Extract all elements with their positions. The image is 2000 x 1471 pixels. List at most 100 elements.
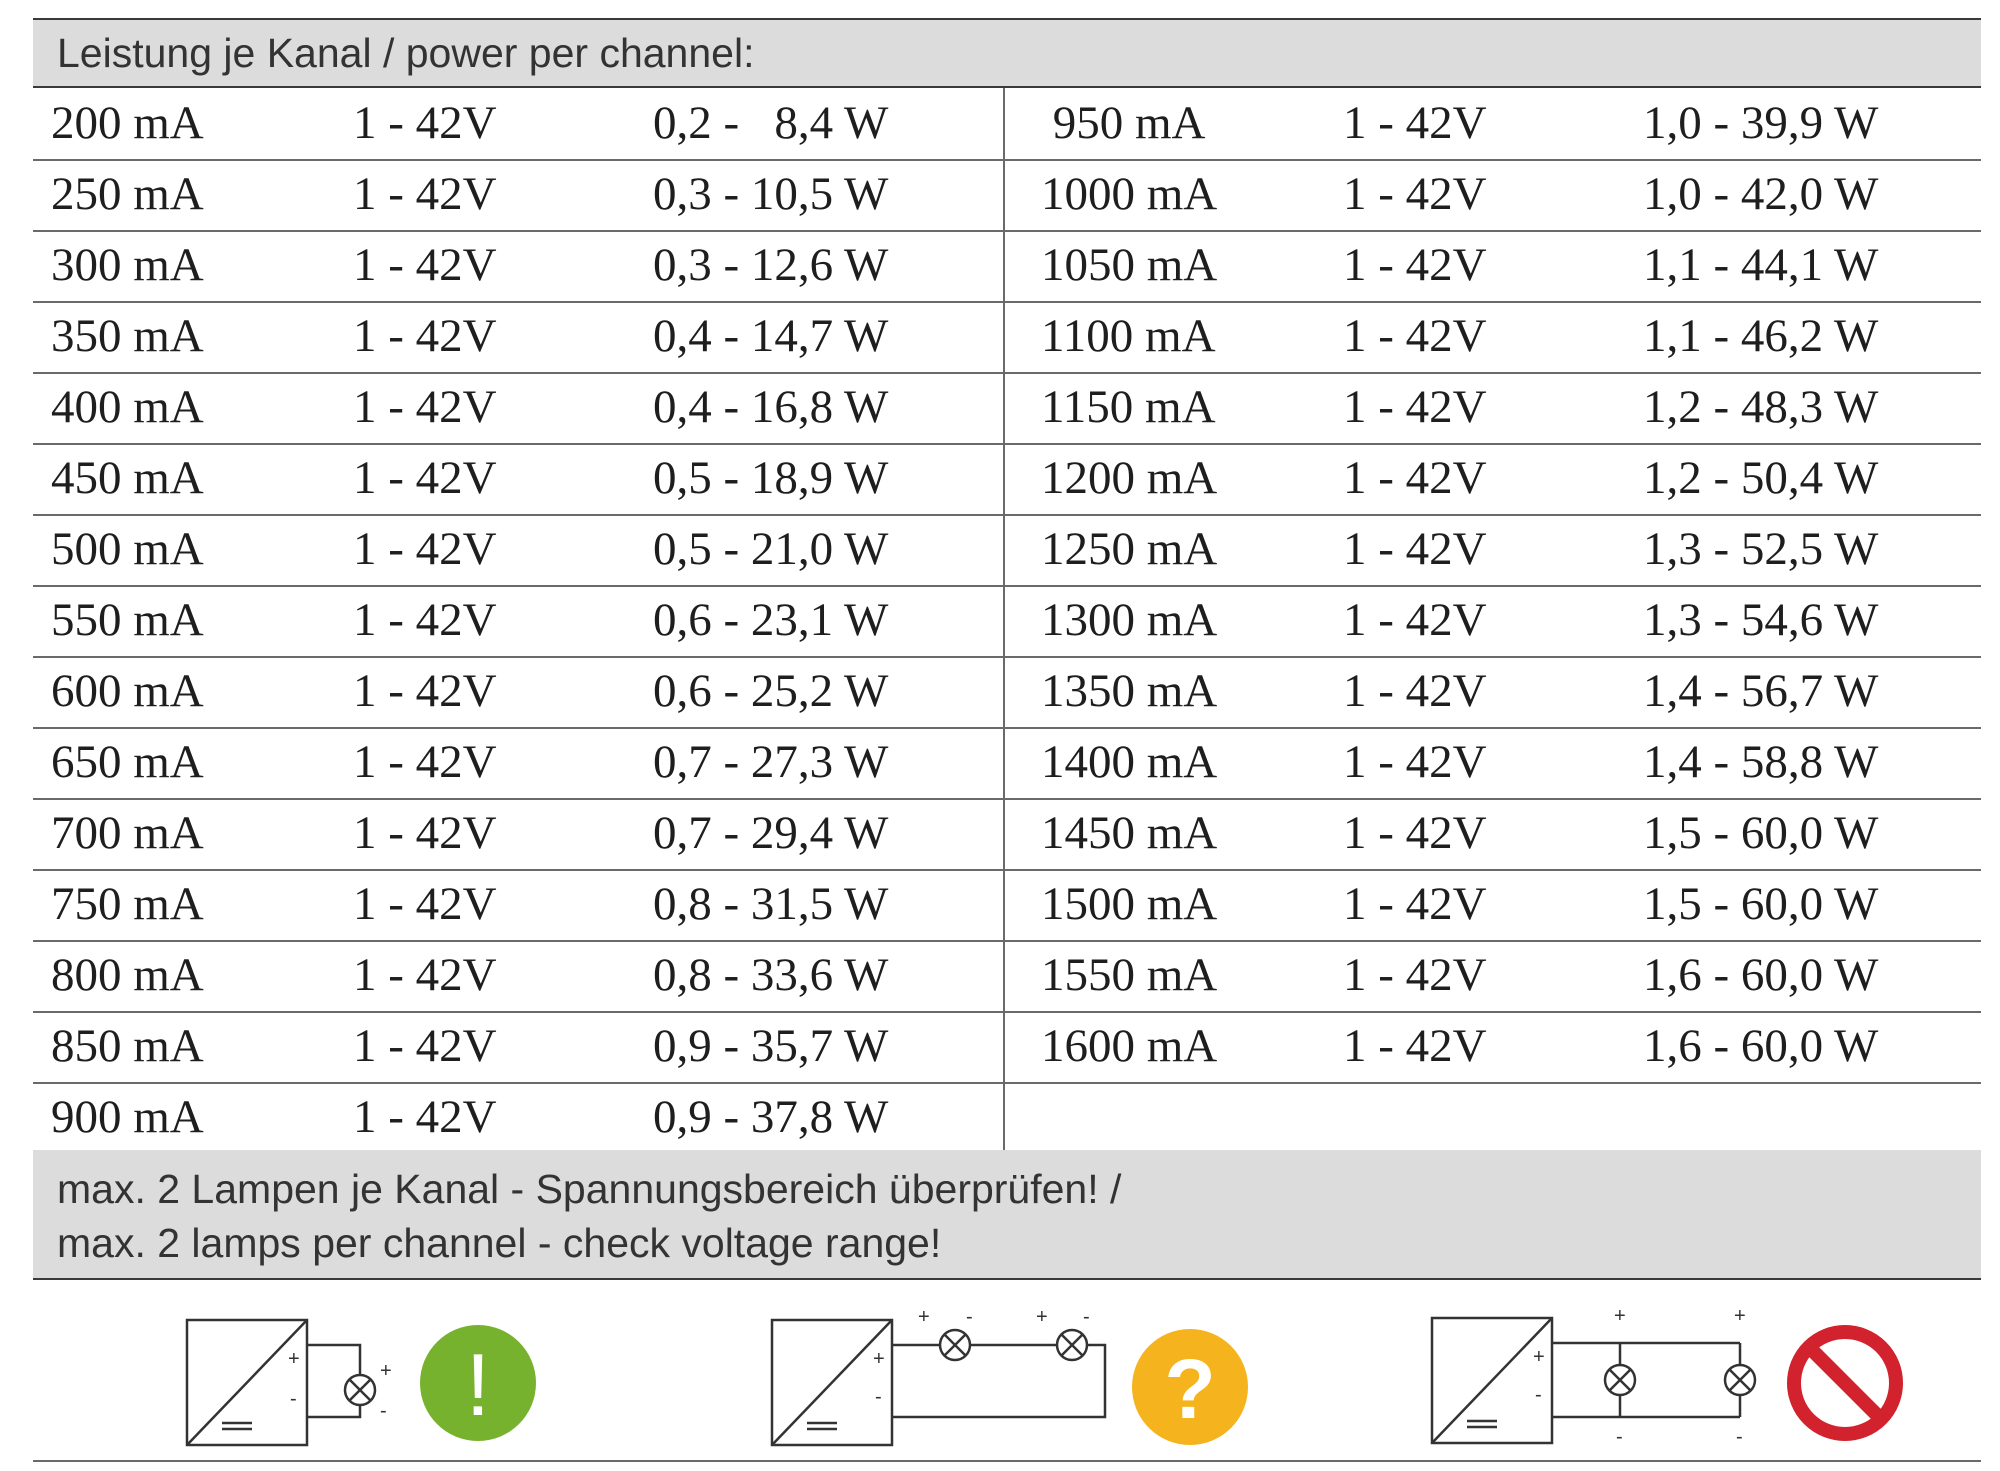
left-power-cell: 0,5 - 18,9 W	[653, 452, 889, 504]
right-current-cell: 950 mA	[1041, 97, 1206, 149]
right-voltage-cell: 1 - 42V	[1343, 97, 1487, 149]
right-power-cell: 1,1 - 44,1 W	[1643, 239, 1879, 291]
warning-note-german: max. 2 Lampen je Kanal - Spannungsbereic…	[57, 1166, 1122, 1212]
left-current-cell: 200 mA	[51, 97, 204, 149]
right-power-cell: 1,6 - 60,0 W	[1643, 949, 1879, 1001]
lamp-minus-sign: -	[966, 1306, 973, 1328]
left-voltage-cell: 1 - 42V	[353, 1091, 497, 1143]
wiring-diagram-series-lamps: + - + - + - ?	[770, 1306, 1248, 1447]
left-power-cell: 0,3 - 10,5 W	[653, 168, 889, 220]
right-voltage-cell: 1 - 42V	[1343, 665, 1487, 717]
right-voltage-cell: 1 - 42V	[1343, 594, 1487, 646]
table-row: 800 mA 1 - 42V 0,8 - 33,6 W 1550 mA 1 - 42V 1…	[33, 940, 1981, 1013]
prohibited-icon	[1787, 1325, 1903, 1441]
lamp-plus-sign: +	[380, 1360, 392, 1382]
warning-note: max. 2 Lampen je Kanal - Spannungsbereic…	[33, 1150, 1981, 1280]
right-voltage-cell: 1 - 42V	[1343, 381, 1487, 433]
lamp-minus-sign: -	[1083, 1306, 1090, 1328]
right-current-cell: 1250 mA	[1041, 523, 1218, 575]
left-voltage-cell: 1 - 42V	[353, 452, 497, 504]
left-current-cell: 600 mA	[51, 665, 204, 717]
left-current-cell: 500 mA	[51, 523, 204, 575]
right-power-cell: 1,0 - 39,9 W	[1643, 97, 1879, 149]
right-power-cell: 1,1 - 46,2 W	[1643, 310, 1879, 362]
left-voltage-cell: 1 - 42V	[353, 310, 497, 362]
right-voltage-cell: 1 - 42V	[1343, 878, 1487, 930]
table-row: 550 mA 1 - 42V 0,6 - 23,1 W 1300 mA 1 - 42V 1…	[33, 585, 1981, 658]
right-current-cell: 1200 mA	[1041, 452, 1218, 504]
left-power-cell: 0,2 - 8,4 W	[653, 97, 889, 149]
right-power-cell: 1,3 - 52,5 W	[1643, 523, 1879, 575]
right-current-cell: 1350 mA	[1041, 665, 1218, 717]
left-power-cell: 0,6 - 25,2 W	[653, 665, 889, 717]
right-current-cell: 1450 mA	[1041, 807, 1218, 859]
right-power-cell: 1,5 - 60,0 W	[1643, 807, 1879, 859]
right-voltage-cell: 1 - 42V	[1343, 736, 1487, 788]
svg-text:?: ?	[1164, 1342, 1215, 1436]
table-row: 450 mA 1 - 42V 0,5 - 18,9 W 1200 mA 1 - 42V 1…	[33, 443, 1981, 516]
table-row: 350 mA 1 - 42V 0,4 - 14,7 W 1100 mA 1 - 42V 1…	[33, 301, 1981, 374]
right-current-cell: 1000 mA	[1041, 168, 1218, 220]
right-voltage-cell: 1 - 42V	[1343, 452, 1487, 504]
right-current-cell: 1300 mA	[1041, 594, 1218, 646]
left-voltage-cell: 1 - 42V	[353, 736, 497, 788]
table-row: 400 mA 1 - 42V 0,4 - 16,8 W 1150 mA 1 - 42V 1…	[33, 372, 1981, 445]
left-current-cell: 800 mA	[51, 949, 204, 1001]
left-current-cell: 650 mA	[51, 736, 204, 788]
table-row: 650 mA 1 - 42V 0,7 - 27,3 W 1400 mA 1 - 42V 1…	[33, 727, 1981, 800]
right-power-cell: 1,0 - 42,0 W	[1643, 168, 1879, 220]
right-power-cell: 1,2 - 48,3 W	[1643, 381, 1879, 433]
left-voltage-cell: 1 - 42V	[353, 168, 497, 220]
left-current-cell: 250 mA	[51, 168, 204, 220]
bottom-rule	[33, 1460, 1981, 1462]
right-power-cell: 1,4 - 58,8 W	[1643, 736, 1879, 788]
left-voltage-cell: 1 - 42V	[353, 949, 497, 1001]
minus-sign: -	[875, 1386, 882, 1408]
right-power-cell: 1,5 - 60,0 W	[1643, 878, 1879, 930]
left-power-cell: 0,5 - 21,0 W	[653, 523, 889, 575]
left-power-cell: 0,4 - 16,8 W	[653, 381, 889, 433]
left-power-cell: 0,6 - 23,1 W	[653, 594, 889, 646]
lamp-plus-sign: +	[918, 1306, 930, 1328]
left-power-cell: 0,9 - 37,8 W	[653, 1091, 889, 1143]
table-row: 850 mA 1 - 42V 0,9 - 35,7 W 1600 mA 1 - 42V 1…	[33, 1011, 1981, 1084]
left-current-cell: 750 mA	[51, 878, 204, 930]
left-current-cell: 550 mA	[51, 594, 204, 646]
lamp-minus-sign: -	[1616, 1426, 1623, 1448]
table-title: Leistung je Kanal / power per channel:	[33, 18, 1981, 88]
left-current-cell: 350 mA	[51, 310, 204, 362]
right-current-cell: 1550 mA	[1041, 949, 1218, 1001]
power-table: 200 mA 1 - 42V 0,2 - 8,4 W 950 mA 1 - 42V 1,…	[33, 88, 1981, 1150]
left-power-cell: 0,8 - 31,5 W	[653, 878, 889, 930]
left-voltage-cell: 1 - 42V	[353, 239, 497, 291]
table-row: 700 mA 1 - 42V 0,7 - 29,4 W 1450 mA 1 - 42V 1…	[33, 798, 1981, 871]
left-voltage-cell: 1 - 42V	[353, 594, 497, 646]
left-power-cell: 0,7 - 27,3 W	[653, 736, 889, 788]
right-voltage-cell: 1 - 42V	[1343, 949, 1487, 1001]
right-voltage-cell: 1 - 42V	[1343, 807, 1487, 859]
left-power-cell: 0,9 - 35,7 W	[653, 1020, 889, 1072]
table-row: 200 mA 1 - 42V 0,2 - 8,4 W 950 mA 1 - 42V 1,…	[33, 88, 1981, 161]
left-power-cell: 0,4 - 14,7 W	[653, 310, 889, 362]
left-voltage-cell: 1 - 42V	[353, 665, 497, 717]
left-voltage-cell: 1 - 42V	[353, 878, 497, 930]
right-voltage-cell: 1 - 42V	[1343, 1020, 1487, 1072]
right-current-cell: 1100 mA	[1041, 310, 1216, 362]
warning-note-english: max. 2 lamps per channel - check voltage…	[57, 1220, 942, 1266]
minus-sign: -	[290, 1388, 297, 1410]
right-voltage-cell: 1 - 42V	[1343, 168, 1487, 220]
table-row: 250 mA 1 - 42V 0,3 - 10,5 W 1000 mA 1 - 42V 1…	[33, 159, 1981, 232]
right-power-cell: 1,4 - 56,7 W	[1643, 665, 1879, 717]
right-current-cell: 1050 mA	[1041, 239, 1218, 291]
minus-sign: -	[1535, 1384, 1542, 1406]
plus-sign: +	[288, 1348, 300, 1370]
right-voltage-cell: 1 - 42V	[1343, 523, 1487, 575]
left-voltage-cell: 1 - 42V	[353, 523, 497, 575]
left-current-cell: 450 mA	[51, 452, 204, 504]
right-power-cell: 1,2 - 50,4 W	[1643, 452, 1879, 504]
left-voltage-cell: 1 - 42V	[353, 381, 497, 433]
right-current-cell: 1500 mA	[1041, 878, 1218, 930]
table-row: 750 mA 1 - 42V 0,8 - 31,5 W 1500 mA 1 - 42V 1…	[33, 869, 1981, 942]
right-power-cell: 1,6 - 60,0 W	[1643, 1020, 1879, 1072]
plus-sign: +	[1533, 1346, 1545, 1368]
